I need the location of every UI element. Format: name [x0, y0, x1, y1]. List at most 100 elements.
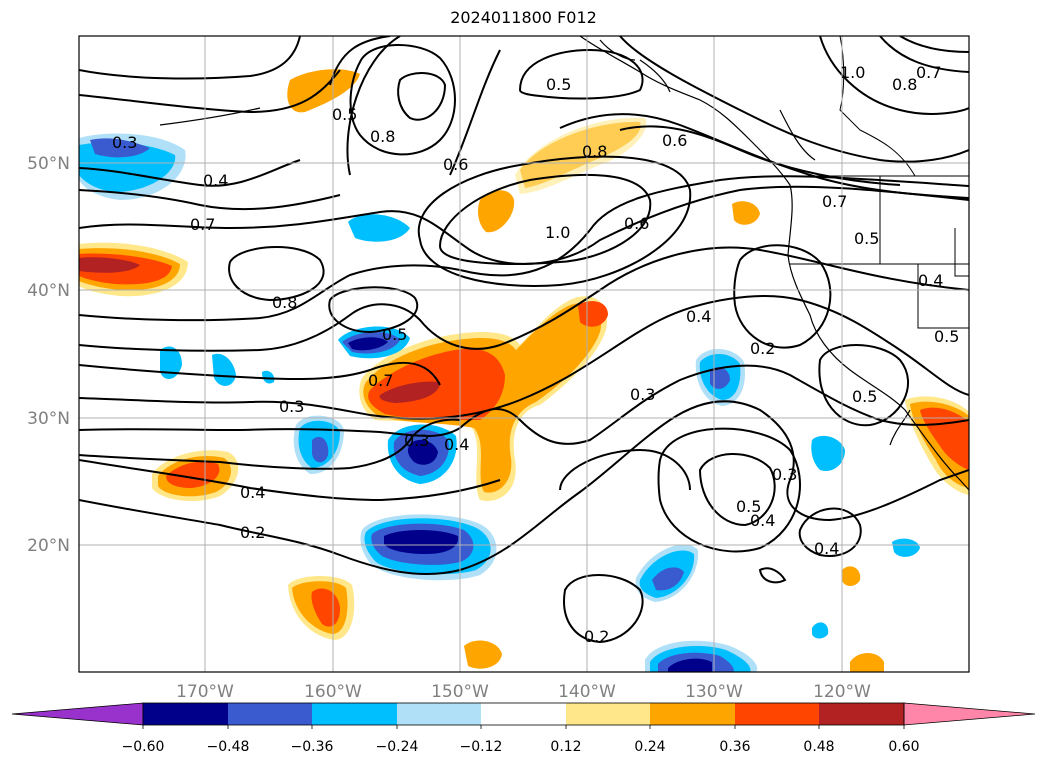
contour-label: 0.6 [624, 214, 649, 233]
state-border [954, 228, 969, 277]
contour-line [79, 400, 969, 575]
contour-line [328, 286, 419, 334]
contour-label: 0.4 [750, 511, 775, 530]
map-frame [78, 35, 970, 673]
contour-label: 0.4 [444, 435, 469, 454]
contour-line [518, 48, 644, 100]
contour-line [559, 448, 691, 491]
contour-label: 0.3 [772, 465, 797, 484]
colorbar-tick-label: −0.36 [291, 739, 334, 755]
coastline [159, 107, 261, 126]
colorbar-segment [735, 703, 819, 725]
contour-label: 0.2 [240, 523, 265, 542]
contour-line [819, 36, 969, 115]
negative-anomaly-region [811, 435, 845, 471]
colorbar-tick-label: 0.48 [803, 739, 834, 755]
negative-anomaly-region [668, 658, 712, 672]
contour-label: 0.3 [112, 133, 137, 152]
contour-label: 0.8 [582, 142, 607, 161]
positive-anomaly-region [578, 301, 608, 327]
contour-label: 0.4 [918, 271, 943, 290]
coastline-layer [159, 36, 969, 491]
colorbar-segment [143, 703, 228, 725]
contour-label: 1.0 [545, 223, 570, 242]
negative-anomaly-region [710, 367, 730, 389]
map-title: 2024011800 F012 [450, 8, 597, 27]
coastline [889, 409, 911, 446]
positive-anomaly-region [379, 381, 440, 403]
lat-tick-label: 40°N [27, 281, 70, 301]
contour-line [228, 246, 325, 302]
contour-label: 0.5 [546, 75, 571, 94]
grid-layer [79, 36, 969, 672]
contour-line [79, 459, 501, 502]
contour-label: 0.3 [404, 431, 429, 450]
contour-label: 0.5 [852, 387, 877, 406]
colorbar-tick-label: −0.24 [376, 739, 419, 755]
negative-anomaly-region [384, 530, 459, 554]
negative-anomaly-region [407, 439, 438, 465]
lat-axis-labels: 20°N 30°N 40°N 50°N [27, 154, 70, 556]
contour-label: 0.4 [686, 307, 711, 326]
contour-line [698, 453, 776, 527]
contour-label: 0.3 [630, 385, 655, 404]
positive-anomaly-region [464, 640, 502, 669]
lat-tick-label: 30°N [27, 409, 70, 429]
positive-anomaly-region [515, 117, 647, 194]
contour-label-layer: 0.3 0.4 0.7 0.8 0.5 0.3 0.4 0.2 0.7 0.8 … [112, 63, 959, 646]
negative-anomaly-region [312, 436, 329, 463]
contour-label: 0.4 [240, 483, 265, 502]
contour-label: 0.5 [332, 105, 357, 124]
contour-line [79, 36, 301, 80]
contour-line [657, 427, 801, 553]
negative-anomaly-region [90, 138, 150, 158]
contour-line [417, 155, 692, 287]
contour-label: 0.5 [854, 229, 879, 248]
lon-tick-label: 130°W [685, 682, 743, 702]
colorbar-extend-low [11, 702, 144, 726]
negative-anomaly-region [212, 353, 236, 386]
lat-tick-label: 50°N [27, 154, 70, 174]
contour-label: 0.5 [736, 497, 761, 516]
contour-line [733, 244, 832, 349]
state-border [839, 36, 916, 177]
coastline [579, 36, 969, 491]
colorbar-frame [142, 702, 905, 726]
contour-label: 0.7 [916, 63, 941, 82]
coastline [599, 39, 636, 61]
positive-anomaly-region [850, 653, 884, 672]
contour-line [79, 246, 969, 352]
contour-line [79, 175, 969, 322]
negative-anomaly-region [160, 346, 182, 380]
contour-label: 0.8 [272, 293, 297, 312]
colorbar-extend-high [903, 702, 1036, 726]
contour-line [563, 574, 644, 644]
state-border [917, 264, 969, 329]
lon-tick-label: 150°W [431, 682, 489, 702]
negative-anomaly-region [812, 622, 829, 639]
contour-line [79, 189, 341, 211]
negative-anomaly-region [262, 370, 275, 384]
negative-anomaly-region [892, 538, 920, 557]
contour-label: 0.4 [203, 171, 228, 190]
colorbar: −0.60 −0.48 −0.36 −0.24 −0.12 0.12 0.24 … [11, 702, 1036, 755]
colorbar-tick-label: 0.60 [888, 739, 919, 755]
contour-line [619, 36, 969, 163]
contour-line [79, 295, 969, 420]
lon-tick-label: 120°W [813, 682, 871, 702]
contour-label: 1.0 [840, 63, 865, 82]
colorbar-segment [819, 703, 904, 725]
contour-label: 0.5 [934, 327, 959, 346]
positive-anomaly-region [732, 201, 760, 225]
colorbar-segment [566, 703, 650, 725]
colorbar-tick-label: 0.24 [634, 739, 665, 755]
contour-line [79, 364, 969, 445]
contour-line [449, 49, 501, 176]
contour-label: 0.7 [822, 192, 847, 211]
contour-line [79, 185, 969, 265]
coastline [779, 109, 816, 161]
contour-line [818, 344, 910, 427]
contour-label: 0.7 [368, 371, 393, 390]
colorbar-segment [650, 703, 735, 725]
contour-label: 0.8 [370, 127, 395, 146]
